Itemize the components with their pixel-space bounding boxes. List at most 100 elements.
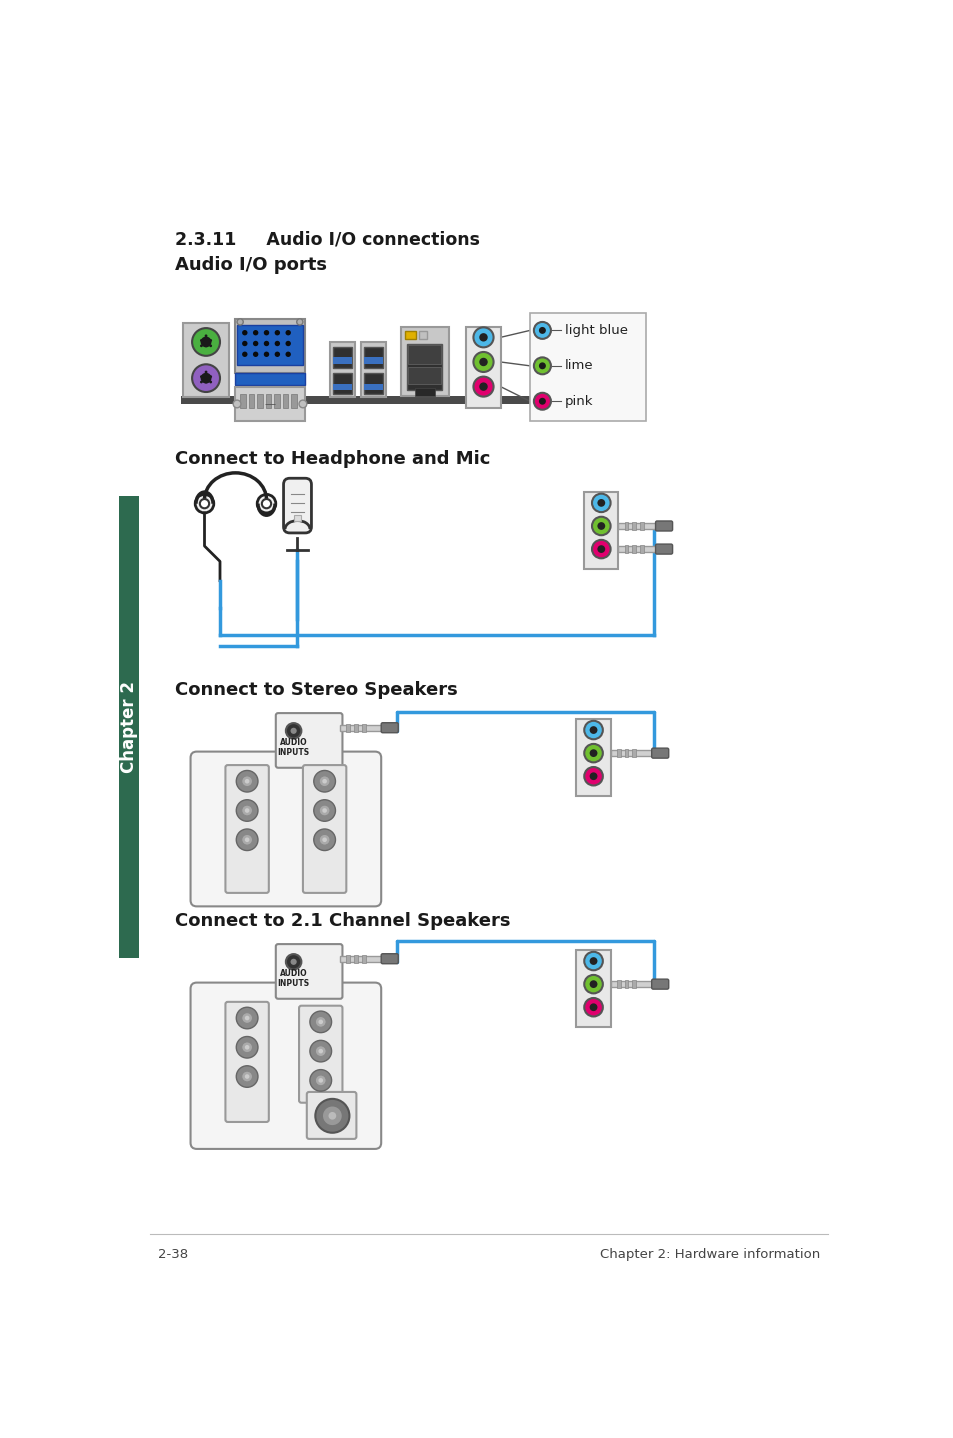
Bar bbox=[406, 344, 442, 390]
Circle shape bbox=[264, 331, 269, 335]
Circle shape bbox=[322, 779, 327, 784]
Bar bbox=[266, 394, 271, 408]
FancyBboxPatch shape bbox=[381, 953, 397, 963]
Bar bbox=[624, 545, 628, 554]
Bar bbox=[639, 545, 643, 554]
Circle shape bbox=[315, 1045, 326, 1057]
FancyBboxPatch shape bbox=[651, 979, 668, 989]
Circle shape bbox=[322, 1106, 342, 1126]
Circle shape bbox=[319, 777, 330, 787]
Bar bbox=[405, 331, 416, 339]
Bar bbox=[274, 394, 279, 408]
Bar bbox=[583, 492, 618, 569]
Circle shape bbox=[328, 1112, 335, 1120]
Circle shape bbox=[242, 331, 247, 335]
Bar bbox=[257, 394, 262, 408]
Circle shape bbox=[236, 771, 257, 792]
Circle shape bbox=[209, 381, 212, 384]
Circle shape bbox=[534, 393, 550, 410]
FancyBboxPatch shape bbox=[307, 1091, 356, 1139]
Circle shape bbox=[200, 375, 203, 378]
Circle shape bbox=[236, 800, 257, 821]
Circle shape bbox=[205, 381, 207, 384]
Circle shape bbox=[314, 771, 335, 792]
Circle shape bbox=[473, 352, 493, 372]
Text: Connect to Headphone and Mic: Connect to Headphone and Mic bbox=[174, 450, 490, 467]
Circle shape bbox=[205, 371, 207, 374]
Text: AUDIO
INPUTS: AUDIO INPUTS bbox=[277, 969, 310, 988]
Bar bbox=[346, 955, 350, 962]
Circle shape bbox=[200, 345, 203, 347]
Circle shape bbox=[209, 339, 212, 342]
FancyBboxPatch shape bbox=[381, 723, 397, 733]
Circle shape bbox=[205, 345, 207, 347]
Circle shape bbox=[589, 772, 597, 781]
Bar bbox=[415, 388, 435, 395]
Circle shape bbox=[583, 975, 602, 994]
Bar bbox=[330, 342, 355, 397]
Circle shape bbox=[274, 341, 280, 347]
Circle shape bbox=[592, 539, 610, 558]
Bar bbox=[294, 515, 301, 522]
Circle shape bbox=[286, 723, 301, 739]
Bar bbox=[624, 749, 628, 756]
Text: 2.3.11     Audio I/O connections: 2.3.11 Audio I/O connections bbox=[174, 230, 479, 249]
Circle shape bbox=[242, 351, 247, 357]
Circle shape bbox=[592, 516, 610, 535]
Bar bbox=[361, 723, 365, 732]
Circle shape bbox=[274, 331, 280, 335]
Bar bbox=[364, 358, 382, 364]
Circle shape bbox=[314, 828, 335, 850]
Circle shape bbox=[597, 522, 604, 529]
Bar bbox=[632, 749, 636, 756]
Bar bbox=[240, 394, 245, 408]
Circle shape bbox=[478, 334, 487, 342]
Text: Connect to 2.1 Channel Speakers: Connect to 2.1 Channel Speakers bbox=[174, 912, 510, 930]
Circle shape bbox=[209, 345, 212, 347]
Bar bbox=[576, 951, 610, 1027]
Circle shape bbox=[209, 375, 212, 378]
Bar bbox=[617, 981, 620, 988]
Circle shape bbox=[310, 1011, 332, 1032]
Circle shape bbox=[473, 328, 493, 348]
Circle shape bbox=[592, 493, 610, 512]
Circle shape bbox=[322, 837, 327, 843]
Text: Chapter 2: Chapter 2 bbox=[120, 682, 138, 774]
Circle shape bbox=[264, 341, 269, 347]
Circle shape bbox=[200, 381, 203, 384]
Circle shape bbox=[318, 1048, 323, 1054]
Circle shape bbox=[589, 958, 597, 965]
Circle shape bbox=[236, 1037, 257, 1058]
Circle shape bbox=[310, 1040, 332, 1061]
Bar bbox=[354, 955, 357, 962]
Bar bbox=[418, 331, 427, 339]
Bar bbox=[364, 347, 382, 368]
Text: Connect to Stereo Speakers: Connect to Stereo Speakers bbox=[174, 680, 457, 699]
Circle shape bbox=[310, 1070, 332, 1091]
Circle shape bbox=[233, 400, 241, 408]
Circle shape bbox=[285, 331, 291, 335]
Circle shape bbox=[245, 779, 249, 784]
Circle shape bbox=[319, 805, 330, 815]
Circle shape bbox=[241, 834, 253, 846]
Circle shape bbox=[319, 834, 330, 846]
Circle shape bbox=[192, 364, 220, 393]
Bar bbox=[364, 372, 382, 394]
Circle shape bbox=[241, 777, 253, 787]
Circle shape bbox=[236, 828, 257, 850]
Bar bbox=[624, 522, 628, 529]
Bar bbox=[333, 372, 352, 394]
Circle shape bbox=[322, 808, 327, 812]
Bar bbox=[181, 395, 568, 404]
Text: pink: pink bbox=[564, 395, 593, 408]
Circle shape bbox=[296, 319, 303, 325]
Bar bbox=[610, 981, 653, 988]
FancyBboxPatch shape bbox=[655, 544, 672, 554]
FancyBboxPatch shape bbox=[283, 479, 311, 533]
Bar bbox=[340, 956, 382, 962]
FancyBboxPatch shape bbox=[298, 1005, 342, 1103]
Bar bbox=[354, 723, 357, 732]
Circle shape bbox=[473, 377, 493, 397]
Bar bbox=[360, 342, 385, 397]
Circle shape bbox=[274, 351, 280, 357]
